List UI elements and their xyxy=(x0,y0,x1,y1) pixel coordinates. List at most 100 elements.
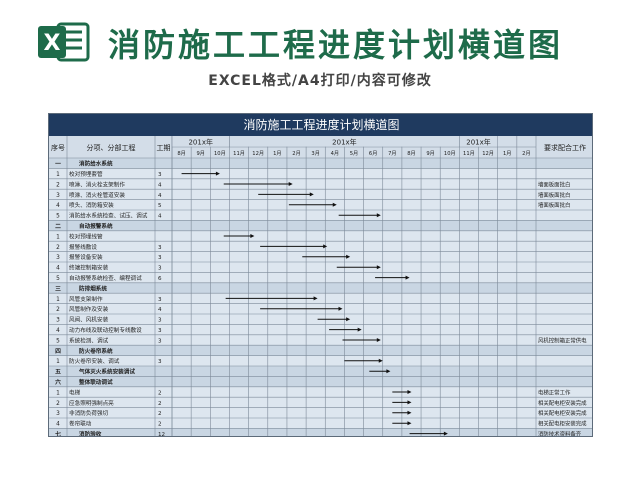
excel-icon: X xyxy=(38,22,90,62)
section-row xyxy=(49,345,592,356)
row-name: 喷淋、消火栓支架制作 xyxy=(69,180,125,188)
row-name: 校对预埋套管 xyxy=(69,170,103,178)
excel-icon-letter: X xyxy=(44,31,61,56)
gantt-arrowhead xyxy=(323,244,328,249)
row-seq: 1 xyxy=(56,234,60,240)
row-days: 3 xyxy=(158,338,162,344)
month-label: 12月 xyxy=(252,150,264,157)
month-label: 2月 xyxy=(522,150,531,157)
month-label: 9月 xyxy=(196,150,205,157)
row-note: 相关配电柜安装完成 xyxy=(538,420,587,428)
row-days: 3 xyxy=(158,328,162,334)
month-label: 9月 xyxy=(426,150,435,157)
row-days: 3 xyxy=(158,266,162,272)
month-label: 10月 xyxy=(444,150,456,157)
gantt-arrowhead xyxy=(376,338,381,342)
row-days: 6 xyxy=(158,276,162,282)
spreadsheet: 消防施工工程进度计划横道图 序号 分项、分部工程 工期 要求配合工作 201x年 201x… xyxy=(48,113,593,437)
gantt-arrowhead xyxy=(378,358,383,363)
month-label: 11月 xyxy=(233,150,245,157)
gantt-arrowhead xyxy=(405,275,410,280)
row-name: 整体联动调试 xyxy=(78,378,113,386)
row-note: 相关配电柜安装完成 xyxy=(538,409,587,417)
row-name: 报警线敷设 xyxy=(69,243,97,251)
row-days: 2 xyxy=(158,401,162,407)
row-days: 2 xyxy=(158,390,162,396)
row-seq: 5 xyxy=(56,214,60,220)
row-name: 消防给水系统检查、试压、调试 xyxy=(69,212,148,220)
banner-subtitle: EXCEL格式/A4打印/内容可修改 xyxy=(208,73,432,89)
month-label: 7月 xyxy=(388,150,397,157)
row-name: 终端控制箱安装 xyxy=(69,264,109,272)
gantt-arrowhead xyxy=(357,327,362,332)
month-label: 12月 xyxy=(482,150,494,157)
row-note: 墙面板面批白 xyxy=(538,201,570,209)
row-name: 系统检测、调试 xyxy=(69,336,109,344)
row-name: 风管支架制作 xyxy=(69,295,103,303)
row-name: 自动报警系统 xyxy=(79,222,113,230)
row-name: 防火卷帘安装、调试 xyxy=(69,357,120,365)
row-days: 4 xyxy=(158,214,162,220)
row-name: 应急照明强制点亮 xyxy=(69,399,114,407)
row-seq: 1 xyxy=(56,390,60,396)
month-label: 4月 xyxy=(331,150,340,157)
row-days: 4 xyxy=(158,307,162,313)
gantt-arrowhead xyxy=(376,213,381,218)
sheet-title: 消防施工工程进度计划横道图 xyxy=(49,114,592,136)
row-name: 报警设备安装 xyxy=(69,253,103,261)
row-note: 墙面板面批白 xyxy=(538,191,570,199)
row-seq: 一 xyxy=(55,162,61,168)
year-cell xyxy=(459,136,498,147)
gantt-arrowhead xyxy=(407,421,412,426)
row-name: 消防给水系统 xyxy=(79,160,113,168)
row-days: 3 xyxy=(158,255,162,261)
row-name: 自动报警系统检查、编程调试 xyxy=(69,274,142,282)
row-seq: 2 xyxy=(56,401,60,407)
section-row xyxy=(49,158,592,169)
row-seq: 3 xyxy=(56,411,60,417)
schedule-grid: 序号分项、分部工程工期要求配合工作201x年201x年201x年201x年201… xyxy=(49,136,592,437)
row-seq: 2 xyxy=(56,245,60,251)
row-name: 电梯 xyxy=(69,388,81,396)
row-seq: 3 xyxy=(56,318,60,324)
row-days: 4 xyxy=(158,182,162,188)
row-name: 动力布线及联动控制专线敷设 xyxy=(69,326,142,334)
section-row xyxy=(49,428,592,436)
year-label: 201x年 xyxy=(466,138,491,147)
row-name: 风阀、风机安装 xyxy=(69,316,109,324)
header-item: 分项、分部工程 xyxy=(87,143,136,152)
row-days: 3 xyxy=(158,297,162,303)
gantt-arrowhead xyxy=(332,202,337,207)
section-row xyxy=(49,366,592,377)
gantt-arrowhead xyxy=(407,390,412,394)
row-days: 3 xyxy=(158,359,162,365)
gantt-arrowhead xyxy=(250,234,255,238)
row-seq: 5 xyxy=(56,276,60,282)
row-seq: 2 xyxy=(56,182,60,188)
row-seq: 4 xyxy=(56,203,60,209)
row-days: 2 xyxy=(158,422,162,428)
month-label: 1月 xyxy=(273,150,282,157)
row-seq: 七 xyxy=(55,430,61,437)
row-seq: 4 xyxy=(56,422,60,428)
row-note: 风机控制箱正常供电 xyxy=(538,336,587,344)
row-seq: 五 xyxy=(55,369,61,376)
row-days: 5 xyxy=(158,203,162,209)
row-name: 风管制作及安装 xyxy=(69,305,109,313)
month-label: 10月 xyxy=(214,150,226,157)
month-label: 2月 xyxy=(292,150,301,157)
month-label: 8月 xyxy=(177,150,186,157)
row-name: 非消防负荷强切 xyxy=(69,409,109,417)
row-name: 消防验收 xyxy=(79,430,102,437)
row-name: 校对预埋线管 xyxy=(69,232,103,240)
gantt-arrowhead xyxy=(407,410,412,415)
row-seq: 六 xyxy=(55,378,61,386)
year-label: 201x年 xyxy=(332,138,357,147)
row-note: 消防技术资料备齐 xyxy=(538,430,582,437)
gantt-arrowhead xyxy=(376,265,381,270)
header-days: 工期 xyxy=(157,144,171,152)
row-seq: 5 xyxy=(56,338,60,344)
gantt-arrowhead xyxy=(346,317,351,322)
year-cell xyxy=(172,136,230,147)
row-days: 2 xyxy=(158,411,162,417)
